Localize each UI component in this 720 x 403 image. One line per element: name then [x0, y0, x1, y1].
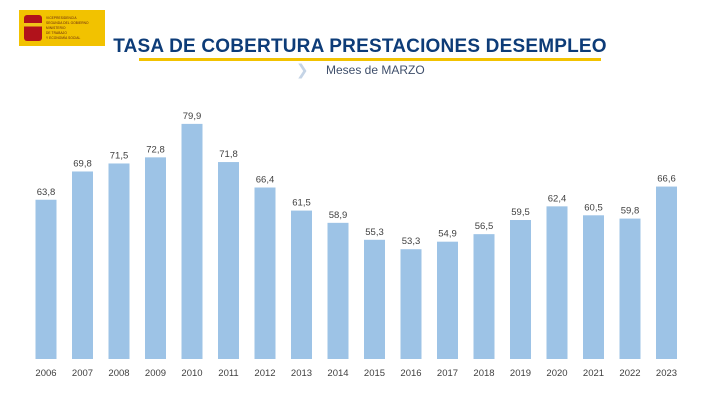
data-label-2015: 55,3 — [365, 227, 384, 238]
x-tick-label-2014: 2014 — [327, 368, 348, 379]
x-tick-label-2019: 2019 — [510, 368, 531, 379]
data-label-2013: 61,5 — [292, 198, 311, 209]
coat-of-arms-icon — [24, 15, 42, 41]
data-label-2023: 66,6 — [657, 174, 676, 185]
logo-line: SEGUNDA DEL GOBIERNO — [46, 21, 89, 25]
data-label-2010: 79,9 — [183, 111, 202, 122]
page-title: TASA DE COBERTURA PRESTACIONES DESEMPLEO — [113, 36, 607, 57]
x-tick-label-2022: 2022 — [619, 368, 640, 379]
bar-2018 — [473, 234, 495, 359]
data-label-2014: 58,9 — [329, 210, 348, 221]
x-tick-label-2008: 2008 — [108, 368, 129, 379]
data-label-2006: 63,8 — [37, 187, 56, 198]
logo-text: VICEPRESIDENCIA SEGUNDA DEL GOBIERNO MIN… — [46, 16, 89, 40]
x-tick-label-2011: 2011 — [218, 368, 238, 379]
x-tick-label-2021: 2021 — [583, 368, 604, 379]
bar-2022 — [619, 218, 641, 359]
x-tick-label-2013: 2013 — [291, 368, 312, 379]
data-label-2011: 71,8 — [219, 149, 238, 160]
x-tick-label-2009: 2009 — [145, 368, 166, 379]
bar-2009 — [145, 157, 166, 359]
bar-2014 — [327, 222, 349, 359]
bar-2012 — [254, 187, 276, 359]
data-label-2020: 62,4 — [548, 193, 567, 204]
bar-2020 — [546, 206, 568, 359]
bar-2023 — [656, 186, 677, 359]
bar-2016 — [400, 249, 422, 359]
x-tick-label-2017: 2017 — [437, 368, 458, 379]
x-tick-label-2012: 2012 — [254, 368, 275, 379]
data-label-2022: 59,8 — [621, 206, 640, 217]
government-logo: VICEPRESIDENCIA SEGUNDA DEL GOBIERNO MIN… — [19, 10, 105, 46]
logo-line: DE TRABAJO — [46, 31, 67, 35]
bar-2011 — [218, 162, 239, 359]
x-tick-label-2006: 2006 — [35, 368, 56, 379]
bar-2021 — [583, 215, 604, 359]
x-tick-label-2016: 2016 — [400, 368, 421, 379]
bar-2010 — [181, 123, 203, 360]
data-label-2012: 66,4 — [256, 175, 275, 186]
data-label-2019: 59,5 — [511, 207, 530, 218]
x-tick-label-2015: 2015 — [364, 368, 385, 379]
bar-2008 — [108, 163, 130, 359]
data-label-2021: 60,5 — [584, 202, 603, 213]
data-label-2018: 56,5 — [475, 221, 494, 232]
bar-2019 — [510, 220, 531, 359]
x-tick-label-2018: 2018 — [473, 368, 494, 379]
bar-2017 — [437, 241, 458, 359]
data-label-2008: 71,5 — [110, 150, 129, 161]
data-label-2017: 54,9 — [438, 229, 457, 240]
bar-2015 — [364, 239, 385, 359]
data-label-2007: 69,8 — [73, 158, 92, 169]
page-subtitle: Meses de MARZO — [326, 63, 425, 77]
data-label-2009: 72,8 — [146, 144, 165, 155]
title-underline — [139, 58, 601, 61]
logo-line: MINISTERIO — [46, 26, 66, 30]
bar-2007 — [72, 171, 93, 359]
logo-line: VICEPRESIDENCIA — [46, 16, 77, 20]
bar-2013 — [291, 210, 312, 359]
x-tick-label-2010: 2010 — [181, 368, 202, 379]
bar-2006 — [35, 199, 57, 359]
logo-line: Y ECONOMÍA SOCIAL — [46, 36, 81, 40]
chevron-right-icon: ❯ — [296, 62, 309, 79]
x-tick-label-2020: 2020 — [546, 368, 567, 379]
x-tick-label-2007: 2007 — [72, 368, 93, 379]
x-tick-label-2023: 2023 — [656, 368, 677, 379]
data-label-2016: 53,3 — [402, 236, 421, 247]
